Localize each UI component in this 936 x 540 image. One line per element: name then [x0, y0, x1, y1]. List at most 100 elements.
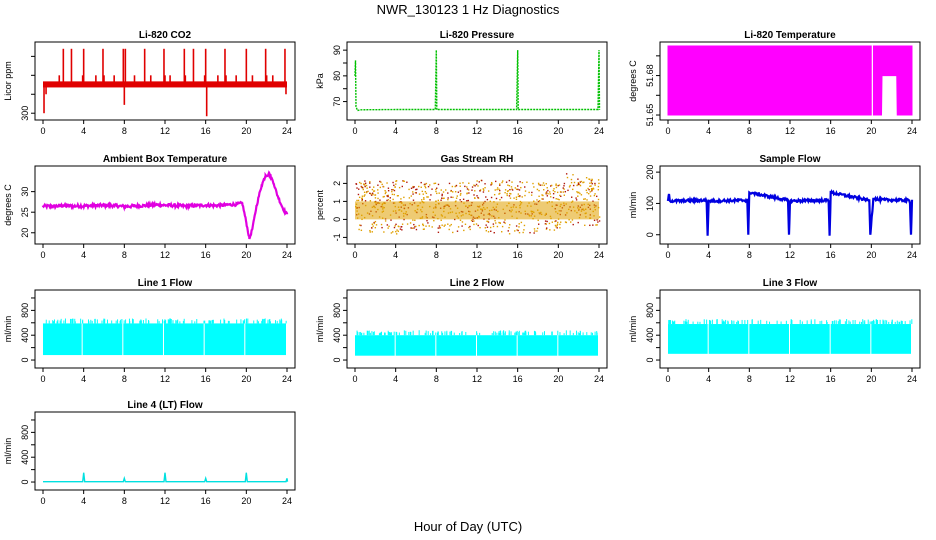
rh-point: [486, 226, 489, 228]
rh-point: [427, 222, 429, 224]
rh-point: [547, 193, 549, 195]
rh-point: [518, 231, 521, 234]
rh-point: [591, 182, 593, 185]
rh-point: [467, 199, 470, 202]
rh-point: [361, 198, 364, 201]
rh-point: [459, 185, 461, 187]
panel-y-label: ml/min: [628, 316, 638, 343]
rh-point: [590, 188, 593, 190]
rh-point: [564, 221, 567, 223]
rh-point: [538, 189, 540, 192]
rh-point: [484, 227, 487, 229]
rh-point: [437, 183, 440, 186]
rh-point: [413, 227, 415, 229]
rh-point: [379, 199, 381, 201]
rh-point: [579, 181, 582, 183]
x-tick-label: 12: [160, 126, 170, 136]
x-tick-label: 0: [40, 250, 45, 260]
x-tick-label: 16: [201, 126, 211, 136]
rh-point: [451, 191, 454, 193]
rh-point: [479, 226, 481, 229]
x-tick-label: 16: [826, 126, 836, 136]
x-tick-label: 4: [706, 250, 711, 260]
rh-point: [412, 193, 414, 195]
rh-point: [366, 187, 368, 189]
rh-point: [356, 199, 358, 202]
rh-point: [536, 227, 539, 230]
y-tick-label: 51.65: [645, 104, 655, 127]
y-tick-label: 80: [332, 71, 342, 81]
rh-point: [536, 188, 539, 191]
rh-point: [578, 183, 581, 186]
rh-point: [530, 194, 533, 196]
figure-x-label: Hour of Day (UTC): [414, 519, 522, 534]
rh-point: [528, 191, 530, 194]
y-tick-label: 2: [332, 181, 342, 186]
rh-point: [588, 188, 590, 191]
rh-point: [518, 189, 521, 191]
rh-point: [403, 196, 405, 199]
panel-title: Gas Stream RH: [441, 154, 514, 165]
rh-point: [559, 191, 562, 193]
rh-point: [360, 224, 362, 227]
rh-point: [533, 200, 535, 202]
rh-point: [361, 186, 363, 189]
rh-point: [508, 195, 511, 197]
rh-point: [584, 198, 586, 200]
rh-point: [537, 182, 540, 185]
rh-point: [447, 198, 449, 201]
rh-point: [358, 196, 361, 199]
rh-point: [418, 185, 420, 188]
x-tick-label: 12: [785, 250, 795, 260]
rh-point: [507, 230, 509, 232]
rh-point: [598, 182, 600, 185]
y-tick-label: 400: [645, 328, 655, 343]
rh-point: [412, 191, 414, 193]
rh-point: [596, 224, 598, 226]
rh-point: [485, 196, 487, 198]
rh-point: [415, 188, 417, 191]
rh-point: [435, 200, 437, 202]
flow-band: [830, 324, 871, 354]
rh-point: [390, 232, 393, 234]
x-tick-label: 12: [160, 374, 170, 384]
rh-point: [377, 189, 379, 191]
rh-point: [553, 188, 555, 190]
rh-point: [508, 184, 511, 187]
rh-point: [392, 198, 394, 201]
rh-point: [505, 181, 508, 183]
rh-point: [498, 188, 500, 191]
rh-point: [370, 193, 372, 195]
rh-point: [420, 181, 422, 184]
rh-point: [364, 180, 366, 182]
rh-point: [363, 191, 366, 194]
rh-point: [372, 225, 374, 227]
rh-point: [466, 186, 468, 188]
rh-point: [443, 197, 445, 199]
rh-point: [568, 219, 570, 221]
rh-point: [555, 220, 557, 222]
rh-point: [538, 183, 540, 186]
rh-point: [580, 194, 583, 196]
x-tick-label: 8: [122, 250, 127, 260]
x-tick-label: 20: [553, 250, 563, 260]
rh-point: [563, 185, 565, 187]
rh-point: [548, 222, 551, 225]
rh-point: [360, 229, 363, 232]
rh-point: [452, 231, 454, 234]
rh-point: [360, 182, 362, 185]
rh-point: [369, 186, 371, 188]
flow-band: [517, 335, 558, 356]
rh-point: [459, 182, 461, 185]
rh-point: [410, 227, 412, 229]
rh-point: [364, 184, 366, 186]
rh-point: [381, 226, 383, 229]
rh-point: [597, 198, 600, 201]
rh-point: [414, 225, 416, 228]
rh-point: [552, 189, 555, 192]
rh-point: [579, 192, 581, 195]
rh-point: [553, 229, 556, 231]
rh-point: [546, 195, 549, 197]
rh-point: [486, 220, 488, 222]
rh-point: [380, 223, 383, 226]
